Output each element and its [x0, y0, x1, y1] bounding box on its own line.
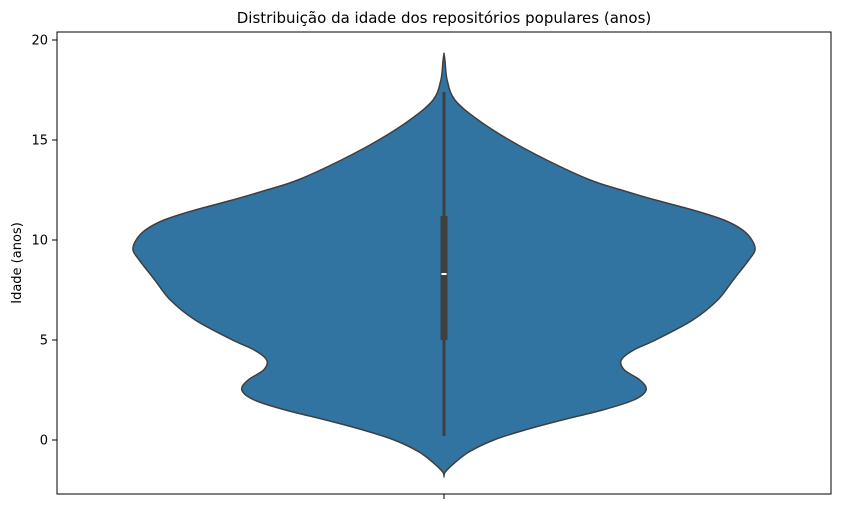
chart-title: Distribuição da idade dos repositórios p…: [237, 9, 652, 27]
y-axis-label: Idade (anos): [10, 222, 25, 304]
y-tick-label: 5: [40, 334, 48, 349]
y-tick-label: 20: [31, 34, 48, 49]
y-tick-label: 15: [31, 134, 48, 149]
interquartile-box: [440, 216, 448, 340]
box-layer: [440, 92, 448, 436]
y-axis-ticks: 0 5 10 15 20: [31, 34, 57, 449]
y-tick-label: 10: [31, 234, 48, 249]
y-tick-label: 0: [40, 434, 48, 449]
